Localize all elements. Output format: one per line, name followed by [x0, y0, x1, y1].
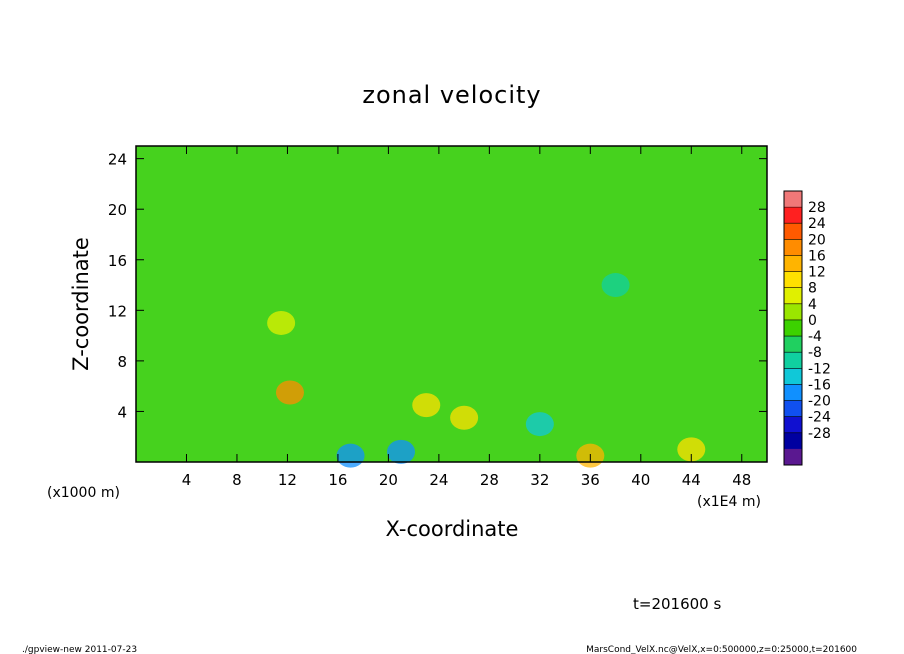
x-tick-label: 28 — [480, 471, 499, 489]
program-label: ./gpview-new 2011-07-23 — [22, 645, 137, 654]
field-feature — [275, 380, 304, 405]
field-feature — [267, 310, 296, 335]
x-tick-label: 40 — [631, 471, 650, 489]
colorbar-swatch — [784, 271, 802, 289]
x-tick-label: 12 — [278, 471, 297, 489]
x-tick-label: 16 — [328, 471, 347, 489]
colorbar-label: 24 — [808, 216, 826, 232]
colorbar-label: -12 — [808, 361, 831, 377]
x-tick-label: 20 — [379, 471, 398, 489]
colorbar-swatch — [784, 223, 802, 240]
colorbar-swatch — [784, 191, 802, 208]
x-tick-label: 4 — [182, 471, 192, 489]
y-tick-label: 4 — [117, 403, 127, 421]
x-tick-label: 48 — [732, 471, 751, 489]
y-axis-ticks: 4 8 12 16 20 24 — [108, 151, 767, 421]
plot-area — [135, 145, 768, 468]
colorbar-swatch — [784, 303, 802, 321]
colorbar-swatch — [784, 416, 802, 434]
colorbar-label: -28 — [808, 426, 831, 442]
colorbar-label: 12 — [808, 265, 826, 281]
field-background — [136, 146, 767, 462]
colorbar-label: 16 — [808, 248, 826, 264]
chart-title: zonal velocity — [362, 81, 541, 109]
colorbar-swatch — [784, 448, 802, 466]
x-tick-label: 8 — [232, 471, 242, 489]
colorbar-swatch — [784, 368, 802, 385]
plot-frame — [135, 145, 768, 463]
y-tick-label: 12 — [108, 302, 127, 320]
x-axis-label: X-coordinate — [386, 517, 519, 541]
y-unit-label: (x1000 m) — [47, 485, 120, 501]
y-tick-label: 8 — [117, 353, 127, 371]
x-tick-label: 24 — [429, 471, 448, 489]
time-label: t=201600 s — [633, 595, 721, 613]
colorbar-swatch — [784, 239, 802, 256]
y-axis-label: Z-coordinate — [69, 237, 93, 371]
colorbar-label: 20 — [808, 232, 826, 248]
colorbar-label: -24 — [808, 410, 831, 426]
colorbar-label: -16 — [808, 377, 831, 393]
source-label: MarsCond_VelX.nc@VelX,x=0:500000,z=0:250… — [586, 645, 857, 654]
colorbar-swatch — [784, 319, 802, 337]
x-tick-label: 36 — [581, 471, 600, 489]
x-tick-label: 32 — [530, 471, 549, 489]
colorbar-label: 28 — [808, 200, 826, 216]
colorbar-swatch — [784, 432, 802, 450]
field-feature — [677, 437, 706, 462]
y-tick-label: 20 — [108, 201, 127, 219]
colorbar-label: 8 — [808, 281, 817, 297]
y-tick-label: 24 — [108, 151, 127, 169]
colorbar-label: -4 — [808, 329, 822, 345]
colorbar-swatch — [784, 384, 802, 402]
colorbar-label: -20 — [808, 394, 831, 410]
colorbar-label: -8 — [808, 345, 822, 361]
colorbar-swatch — [784, 287, 802, 305]
y-tick-label: 16 — [108, 252, 127, 270]
colorbar-label: 0 — [808, 313, 817, 329]
field-feature — [525, 412, 554, 437]
x-axis-ticks: 4 8 12 16 20 24 28 32 36 40 44 48 — [182, 146, 751, 489]
x-tick-label: 44 — [682, 471, 701, 489]
field-feature — [412, 393, 441, 418]
field-feature — [387, 439, 416, 464]
colorbar-swatch — [784, 336, 802, 353]
field-feature — [601, 273, 630, 298]
field-feature — [450, 405, 479, 430]
colorbar-frame — [783, 190, 803, 466]
colorbar-swatch — [784, 255, 802, 273]
colorbar-label: 4 — [808, 297, 817, 313]
colorbar-swatch — [784, 207, 802, 224]
field-feature — [336, 443, 365, 468]
colorbar-swatch — [784, 400, 802, 418]
colorbar-swatch — [784, 352, 802, 369]
x-unit-label: (x1E4 m) — [697, 494, 761, 510]
